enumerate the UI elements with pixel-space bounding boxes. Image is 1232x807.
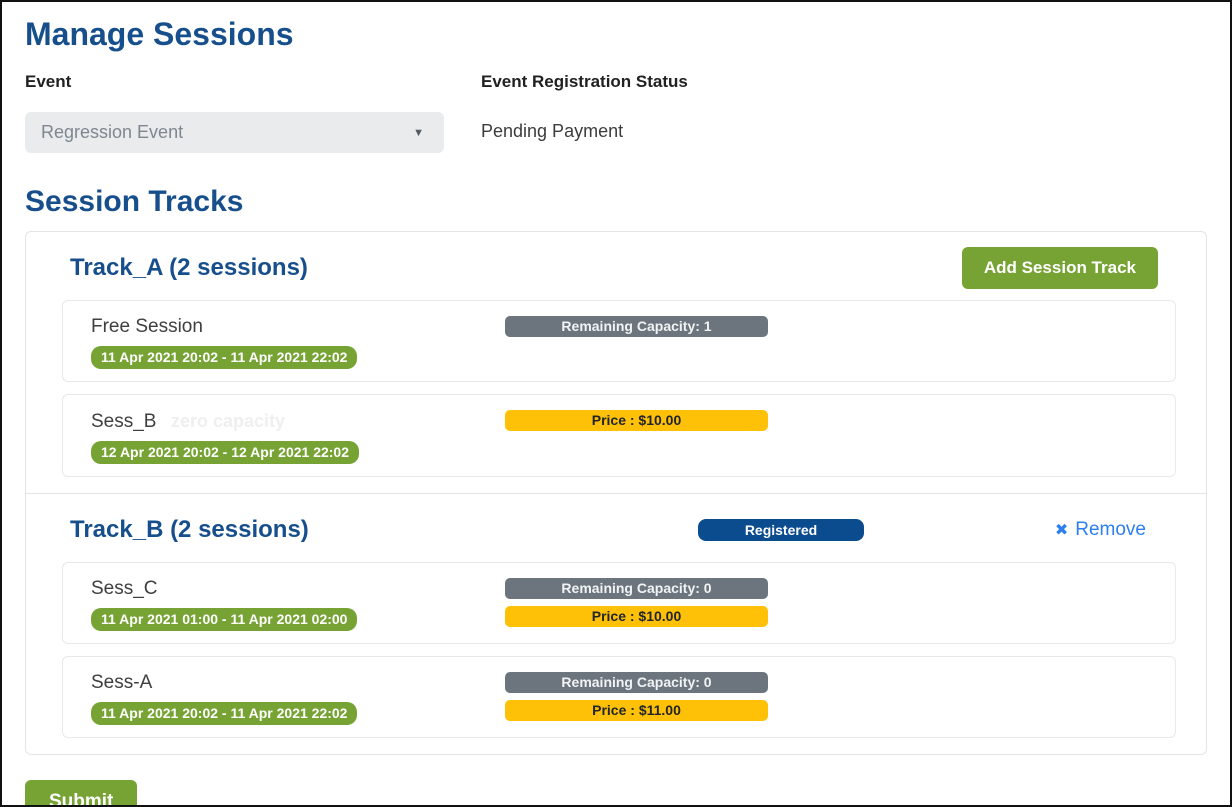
remaining-capacity-badge: Remaining Capacity: 0	[505, 672, 768, 693]
session-date-badge: 11 Apr 2021 01:00 - 11 Apr 2021 02:00	[91, 608, 358, 631]
remove-link-label: Remove	[1075, 519, 1146, 540]
session-card-sess-b: Sess_B zero capacity 12 Apr 2021 20:02 -…	[62, 394, 1176, 477]
session-tracks-title: Session Tracks	[25, 185, 244, 218]
session-date-badge: 12 Apr 2021 20:02 - 12 Apr 2021 22:02	[91, 441, 360, 464]
session-name: Free Session	[91, 316, 203, 337]
session-card-sess-a: Sess-A 11 Apr 2021 20:02 - 11 Apr 2021 2…	[62, 656, 1176, 738]
event-registration-status-value: Pending Payment	[481, 121, 624, 141]
session-date-badge: 11 Apr 2021 20:02 - 11 Apr 2021 22:02	[91, 346, 358, 369]
price-badge: Price : $11.00	[505, 700, 768, 721]
event-select-value: Regression Event	[41, 122, 184, 142]
registered-badge: Registered	[698, 519, 864, 541]
event-label: Event	[25, 72, 72, 91]
session-name: Sess_C	[91, 578, 158, 599]
session-name: Sess-A	[91, 672, 153, 693]
track-a-title: Track_A (2 sessions)	[70, 254, 308, 281]
track-section-b: Track_B (2 sessions) Registered ✖ Remove…	[26, 493, 1206, 754]
price-badge: Price : $10.00	[505, 606, 768, 627]
track-a-header: Track_A (2 sessions) Add Session Track	[62, 246, 1176, 290]
remaining-capacity-badge: Remaining Capacity: 0	[505, 578, 768, 599]
session-note: zero capacity	[170, 411, 285, 431]
event-registration-status-label: Event Registration Status	[481, 72, 688, 91]
remaining-capacity-badge: Remaining Capacity: 1	[505, 316, 768, 337]
session-tracks-panel: Track_A (2 sessions) Add Session Track F…	[25, 231, 1207, 755]
remove-x-icon: ✖	[1054, 522, 1069, 539]
event-select[interactable]: Regression Event ▼	[25, 112, 444, 153]
session-card-sess-c: Sess_C 11 Apr 2021 01:00 - 11 Apr 2021 0…	[62, 562, 1176, 644]
page-title: Manage Sessions	[25, 16, 294, 52]
session-card-free-session: Free Session 11 Apr 2021 20:02 - 11 Apr …	[62, 300, 1176, 382]
price-badge: Price : $10.00	[505, 410, 768, 431]
event-form-row: Event Regression Event ▼ Event Registrat…	[25, 70, 1207, 153]
submit-button[interactable]: Submit	[25, 780, 138, 805]
track-b-title: Track_B (2 sessions)	[70, 516, 309, 543]
remove-track-link[interactable]: ✖ Remove	[1055, 519, 1146, 541]
session-name: Sess_B	[91, 411, 157, 432]
track-section-a: Track_A (2 sessions) Add Session Track F…	[26, 232, 1206, 493]
session-date-badge: 11 Apr 2021 20:02 - 11 Apr 2021 22:02	[91, 702, 358, 725]
track-b-header: Track_B (2 sessions) Registered ✖ Remove	[62, 508, 1176, 552]
add-session-track-button[interactable]: Add Session Track	[961, 247, 1158, 289]
chevron-down-icon: ▼	[413, 126, 424, 139]
